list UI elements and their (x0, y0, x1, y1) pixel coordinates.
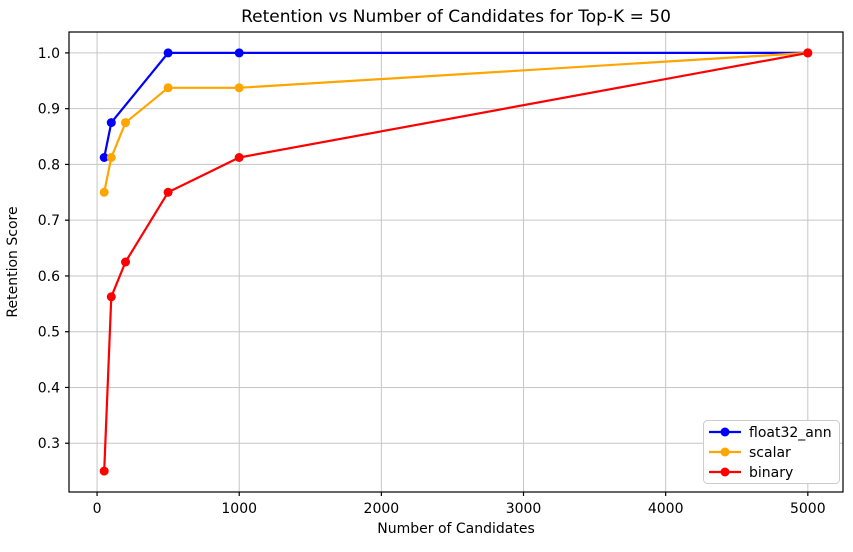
data-point-scalar (163, 83, 173, 93)
x-tick-label: 3000 (506, 501, 542, 517)
legend-item-binary: binary (709, 465, 793, 481)
data-point-float32_ann (234, 48, 244, 58)
legend-marker (720, 467, 730, 477)
data-point-binary (234, 153, 244, 162)
plot-border (68, 31, 844, 493)
axes-spines (68, 31, 844, 493)
legend-item-scalar: scalar (709, 445, 791, 461)
legend-label: scalar (749, 445, 791, 461)
data-point-scalar (99, 187, 109, 197)
y-tick-label: 0.3 (38, 436, 60, 452)
data-point-float32_ann (99, 153, 109, 162)
y-tick-label: 0.7 (38, 213, 60, 229)
chart-title: Retention vs Number of Candidates for To… (241, 7, 671, 27)
data-point-binary (99, 466, 109, 476)
y-tick-label: 0.6 (38, 269, 60, 285)
x-tick-label: 4000 (648, 501, 684, 517)
x-tick-label: 1000 (221, 501, 257, 517)
x-axis-label: Number of Candidates (377, 521, 535, 537)
legend-item-float32_ann: float32_ann (709, 425, 832, 441)
data-point-float32_ann (106, 118, 116, 128)
data-point-binary (803, 48, 813, 58)
x-tick-label: 0 (93, 501, 102, 517)
data-point-binary (106, 292, 116, 302)
tick-layer: 0 1000 2000 3000 4000 5000 0.3 0.4 0.5 0.6 0.7 0.8 0… (38, 46, 826, 517)
legend-marker (720, 447, 730, 457)
y-tick-label: 0.5 (38, 325, 60, 341)
series-line-scalar (103, 51, 809, 194)
x-tick-label: 2000 (364, 501, 400, 517)
data-point-scalar (234, 83, 244, 93)
x-tick-label: 5000 (790, 501, 826, 517)
data-point-scalar (106, 153, 116, 162)
legend-marker (720, 427, 730, 437)
series-line-float32_ann (103, 51, 809, 159)
data-point-binary (121, 257, 130, 267)
data-point-scalar (121, 118, 130, 128)
y-tick-label: 0.9 (38, 102, 60, 118)
legend-box (703, 420, 840, 484)
y-tick-label: 0.4 (38, 380, 60, 396)
y-tick-label: 0.8 (38, 157, 60, 173)
legend-label: binary (749, 465, 793, 481)
legend-label: float32_ann (749, 425, 832, 441)
y-tick-label: 1.0 (38, 46, 60, 62)
series-layer (99, 48, 813, 476)
data-point-float32_ann (163, 48, 173, 58)
data-point-binary (163, 187, 173, 197)
y-axis-label: Retention Score (5, 206, 21, 317)
series-line-binary (103, 51, 809, 473)
